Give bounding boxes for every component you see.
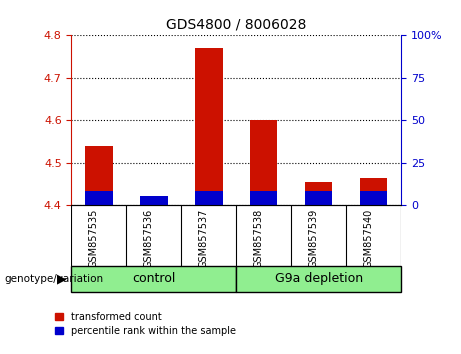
Text: GSM857539: GSM857539 [309,208,319,268]
Bar [250,191,278,205]
Bar [305,191,332,205]
Title: GDS4800 / 8006028: GDS4800 / 8006028 [166,17,307,32]
Bar [305,182,332,205]
Bar [195,191,223,205]
Bar [140,199,168,205]
Text: genotype/variation: genotype/variation [5,274,104,284]
Text: control: control [132,272,176,285]
Text: GSM857538: GSM857538 [254,208,264,268]
Bar [71,266,236,292]
Legend: transformed count, percentile rank within the sample: transformed count, percentile rank withi… [53,310,238,338]
Bar [140,196,168,205]
Bar [236,266,401,292]
Text: GSM857536: GSM857536 [144,208,154,268]
Bar [85,191,112,205]
Text: ▶: ▶ [57,272,67,285]
Text: G9a depletion: G9a depletion [275,272,363,285]
Bar [360,191,387,205]
Text: GSM857537: GSM857537 [199,208,209,268]
Bar [250,120,278,205]
Bar [195,48,223,205]
Bar [360,178,387,205]
Bar [85,146,112,205]
Text: GSM857540: GSM857540 [364,208,373,268]
Text: GSM857535: GSM857535 [89,208,99,268]
